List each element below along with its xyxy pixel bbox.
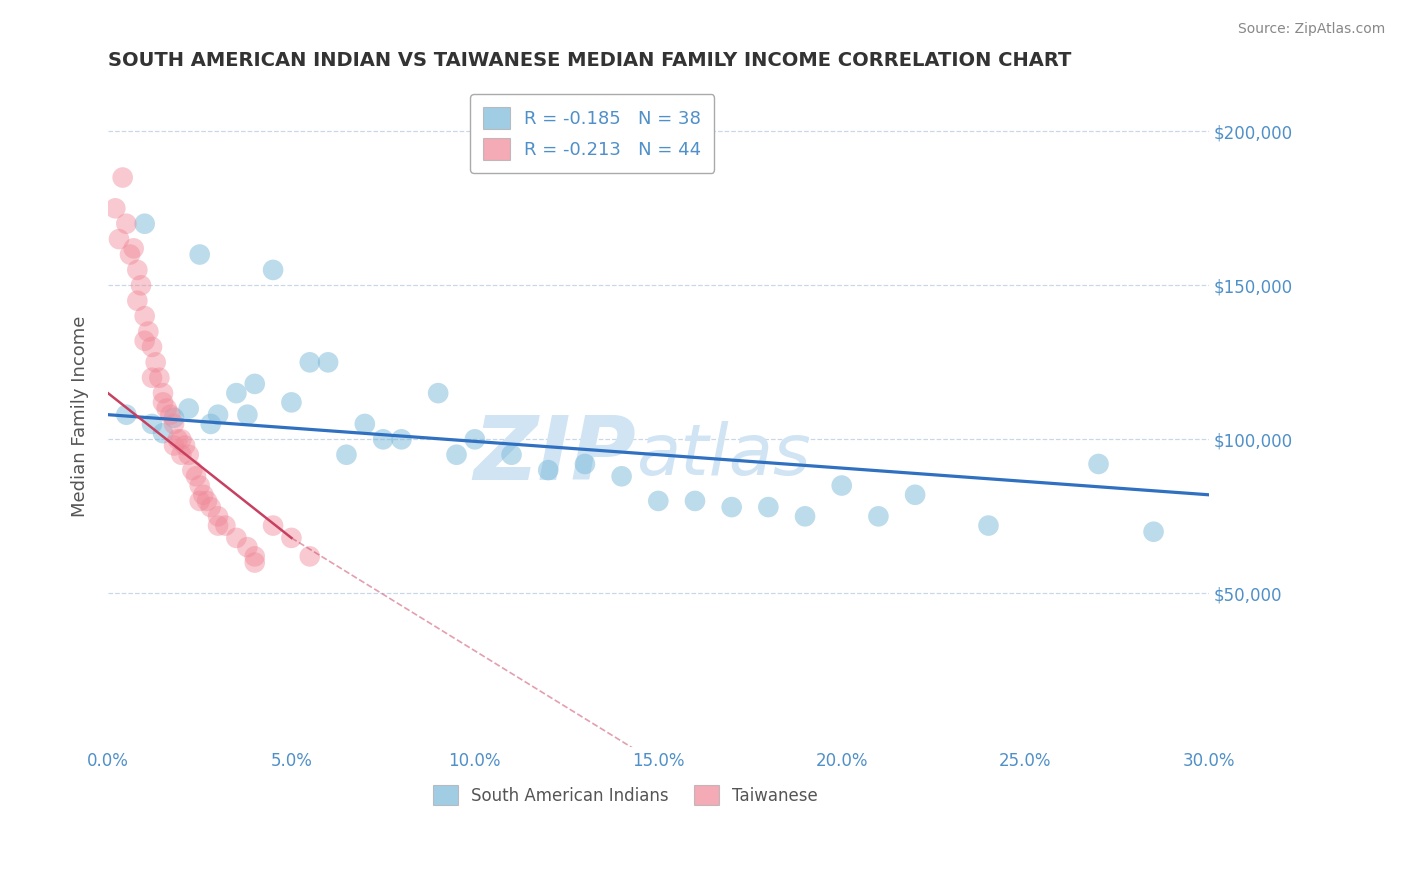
Point: [200, 500, 222, 514]
Point: [225, 531, 247, 545]
Point: [335, 448, 357, 462]
Text: Source: ZipAtlas.com: Source: ZipAtlas.com: [1237, 22, 1385, 37]
Point: [794, 509, 817, 524]
Point: [127, 263, 149, 277]
Point: [177, 448, 200, 462]
Point: [111, 170, 134, 185]
Point: [243, 549, 266, 564]
Point: [720, 500, 742, 514]
Point: [170, 433, 193, 447]
Point: [1142, 524, 1164, 539]
Point: [501, 448, 523, 462]
Point: [683, 494, 706, 508]
Text: ZIP: ZIP: [474, 412, 637, 500]
Point: [138, 325, 160, 339]
Point: [181, 463, 204, 477]
Point: [236, 408, 259, 422]
Point: [207, 509, 229, 524]
Point: [134, 309, 156, 323]
Point: [262, 263, 284, 277]
Point: [977, 518, 1000, 533]
Point: [195, 494, 218, 508]
Point: [159, 408, 181, 422]
Point: [647, 494, 669, 508]
Point: [163, 410, 186, 425]
Point: [134, 334, 156, 348]
Point: [152, 395, 174, 409]
Point: [610, 469, 633, 483]
Point: [148, 370, 170, 384]
Point: [127, 293, 149, 308]
Point: [141, 370, 163, 384]
Point: [141, 417, 163, 431]
Point: [446, 448, 468, 462]
Text: atlas: atlas: [637, 421, 811, 491]
Point: [243, 376, 266, 391]
Point: [115, 217, 138, 231]
Point: [298, 355, 321, 369]
Point: [174, 438, 197, 452]
Point: [464, 433, 486, 447]
Point: [184, 469, 207, 483]
Point: [214, 518, 236, 533]
Point: [134, 217, 156, 231]
Point: [243, 556, 266, 570]
Point: [141, 340, 163, 354]
Point: [574, 457, 596, 471]
Point: [262, 518, 284, 533]
Point: [188, 494, 211, 508]
Point: [129, 278, 152, 293]
Point: [108, 232, 131, 246]
Point: [152, 386, 174, 401]
Point: [373, 433, 395, 447]
Point: [280, 531, 302, 545]
Point: [177, 401, 200, 416]
Point: [166, 433, 188, 447]
Point: [904, 488, 927, 502]
Point: [170, 448, 193, 462]
Point: [163, 417, 186, 431]
Point: [868, 509, 890, 524]
Point: [207, 408, 229, 422]
Point: [225, 386, 247, 401]
Point: [756, 500, 779, 514]
Point: [316, 355, 339, 369]
Point: [236, 540, 259, 554]
Legend: South American Indians, Taiwanese: South American Indians, Taiwanese: [426, 778, 824, 812]
Point: [280, 395, 302, 409]
Point: [1087, 457, 1109, 471]
Point: [163, 438, 186, 452]
Point: [188, 247, 211, 261]
Point: [537, 463, 560, 477]
Y-axis label: Median Family Income: Median Family Income: [72, 316, 89, 517]
Point: [207, 518, 229, 533]
Text: SOUTH AMERICAN INDIAN VS TAIWANESE MEDIAN FAMILY INCOME CORRELATION CHART: SOUTH AMERICAN INDIAN VS TAIWANESE MEDIA…: [108, 51, 1071, 70]
Point: [115, 408, 138, 422]
Point: [145, 355, 167, 369]
Point: [831, 478, 853, 492]
Point: [156, 401, 179, 416]
Point: [122, 241, 145, 255]
Point: [193, 488, 215, 502]
Point: [200, 417, 222, 431]
Point: [353, 417, 375, 431]
Point: [118, 247, 141, 261]
Point: [104, 202, 127, 216]
Point: [188, 478, 211, 492]
Point: [152, 426, 174, 441]
Point: [391, 433, 413, 447]
Point: [427, 386, 450, 401]
Point: [298, 549, 321, 564]
